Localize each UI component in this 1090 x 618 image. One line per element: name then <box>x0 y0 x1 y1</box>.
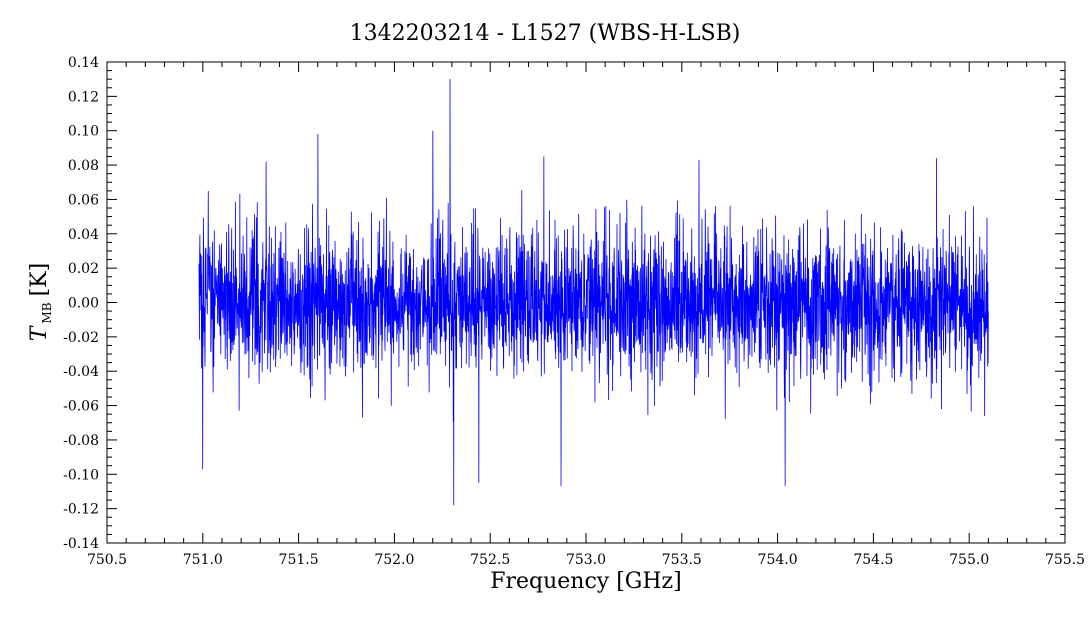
y-tick-label: 0.06 <box>68 192 99 208</box>
y-tick-label: -0.08 <box>63 433 99 449</box>
y-tick-label: -0.10 <box>63 467 99 483</box>
y-tick-label: 0.00 <box>68 296 99 312</box>
y-axis-label: TMB [K] <box>27 263 54 341</box>
x-tick-label: 750.5 <box>87 552 127 568</box>
y-tick-label: -0.12 <box>63 502 99 518</box>
y-tick-label: -0.14 <box>63 536 99 552</box>
y-tick-label: 0.08 <box>68 158 99 174</box>
x-tick-label: 754.5 <box>853 552 893 568</box>
y-axis-label-unit: [K] <box>27 263 52 297</box>
y-tick-label: -0.06 <box>63 399 99 415</box>
chart-title: 1342203214 - L1527 (WBS-H-LSB) <box>350 21 741 46</box>
x-tick-label: 752.5 <box>470 552 510 568</box>
plot-area <box>198 79 989 506</box>
y-tick-label: 0.12 <box>68 89 99 105</box>
y-axis: -0.14 -0.12 -0.10 -0.08 -0.06 -0.04 -0.02 0.00 0… <box>63 55 1065 552</box>
y-tick-label: 0.02 <box>68 261 99 277</box>
x-tick-label: 751.5 <box>279 552 319 568</box>
y-axis-label-symbol: T <box>27 324 52 341</box>
x-tick-label: 753.0 <box>566 552 606 568</box>
y-tick-label: 0.10 <box>68 124 99 140</box>
y-tick-label: 0.04 <box>68 227 99 243</box>
x-tick-label: 754.0 <box>758 552 798 568</box>
x-tick-label: 751.0 <box>183 552 223 568</box>
x-tick-label: 755.5 <box>1045 552 1085 568</box>
y-tick-label: -0.04 <box>63 364 99 380</box>
x-tick-label: 753.5 <box>662 552 702 568</box>
spectrum-series-line <box>198 79 989 506</box>
x-tick-label: 752.0 <box>374 552 414 568</box>
x-axis-label: Frequency [GHz] <box>490 569 682 594</box>
y-tick-label: -0.02 <box>63 330 99 346</box>
y-axis-label-subscript: MB <box>40 302 54 323</box>
x-axis: 750.5 751.0 751.5 752.0 752.5 753.0 753.5 754.0… <box>87 62 1085 568</box>
x-tick-label: 755.0 <box>949 552 989 568</box>
y-tick-label: 0.14 <box>68 55 99 71</box>
